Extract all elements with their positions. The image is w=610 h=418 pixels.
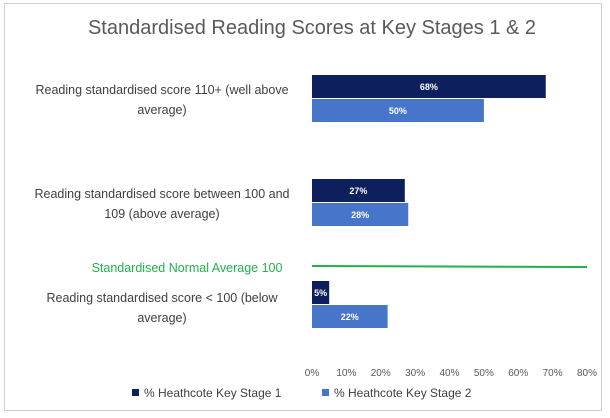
chart-frame [4, 3, 602, 411]
x-tick-label: 30% [405, 368, 425, 379]
data-label: 28% [351, 210, 369, 220]
x-tick-label: 40% [439, 368, 459, 379]
legend-label: % Heathcote Key Stage 2 [334, 386, 472, 400]
average-annotation: Standardised Normal Average 100 [92, 261, 283, 275]
category-label: Reading standardised score between 100 a… [34, 187, 289, 221]
bar-series2 [312, 305, 388, 328]
x-tick-label: 70% [543, 368, 563, 379]
category-label-line: Reading standardised score 110+ (well ab… [35, 83, 288, 97]
chart-title: Standardised Reading Scores at Key Stage… [88, 17, 536, 39]
category-label-line: average) [137, 311, 186, 325]
data-label: 68% [420, 82, 438, 92]
legend-label: % Heathcote Key Stage 1 [144, 386, 282, 400]
data-label: 22% [341, 312, 359, 322]
bar-series1 [312, 179, 405, 202]
category-label-line: 109 (above average) [104, 207, 219, 221]
x-tick-label: 80% [577, 368, 597, 379]
bar-series1 [312, 75, 546, 98]
bar-series2 [312, 99, 484, 122]
category-label-line: average) [137, 103, 186, 117]
x-tick-label: 0% [305, 368, 320, 379]
data-label: 27% [349, 186, 367, 196]
bar-series2 [312, 203, 409, 226]
data-label: 50% [389, 106, 407, 116]
x-tick-label: 60% [508, 368, 528, 379]
data-label: 5% [314, 288, 327, 298]
x-tick-label: 20% [371, 368, 391, 379]
category-label-line: Reading standardised score < 100 (below [46, 291, 278, 305]
category-label-line: Reading standardised score between 100 a… [34, 187, 289, 201]
x-tick-label: 50% [474, 368, 494, 379]
category-label: Reading standardised score < 100 (below a… [46, 291, 278, 325]
bar-series1 [312, 281, 330, 304]
legend-swatch [322, 389, 329, 396]
average-line [311, 265, 588, 268]
legend-swatch [132, 389, 139, 396]
x-tick-label: 10% [336, 368, 356, 379]
category-label: Reading standardised score 110+ (well ab… [35, 83, 288, 117]
